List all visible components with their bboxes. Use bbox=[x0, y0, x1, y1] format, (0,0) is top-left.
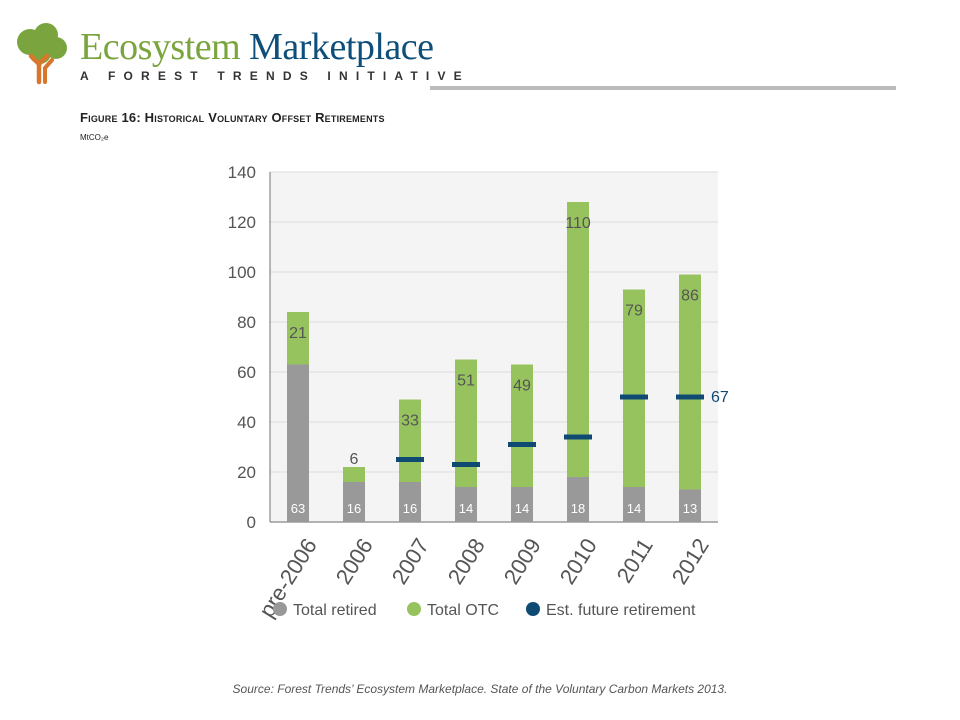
header: Ecosystem Marketplace A FOREST TRENDS IN… bbox=[0, 0, 960, 100]
data-label-retired: 16 bbox=[403, 501, 417, 516]
y-tick-label: 60 bbox=[237, 363, 256, 382]
bar-total-retired bbox=[679, 489, 701, 522]
bar-total-otc bbox=[511, 364, 533, 487]
source-note: Source: Forest Trends’ Ecosystem Marketp… bbox=[232, 682, 728, 696]
bar-total-retired bbox=[511, 487, 533, 522]
data-label-retired: 18 bbox=[571, 501, 585, 516]
data-label-retired: 13 bbox=[683, 501, 697, 516]
brand-name-part1: Ecosystem bbox=[80, 26, 241, 68]
bar-total-otc bbox=[567, 202, 589, 477]
legend-swatch bbox=[273, 602, 287, 616]
figure-title: Figure 16: Historical Voluntary Offset R… bbox=[80, 110, 385, 125]
data-label-otc: 110 bbox=[565, 215, 591, 232]
legend-label: Total OTC bbox=[427, 602, 499, 619]
bar-total-otc bbox=[623, 289, 645, 487]
bar-total-otc bbox=[679, 274, 701, 490]
y-tick-label: 120 bbox=[228, 213, 256, 232]
legend-label: Est. future retirement bbox=[546, 602, 696, 619]
chart: 0204060801001201406321pre-20061662006163… bbox=[228, 163, 729, 622]
brand-tagline: A FOREST TRENDS INITIATIVE bbox=[80, 69, 470, 83]
data-label-retired: 16 bbox=[347, 501, 361, 516]
bar-total-retired bbox=[343, 482, 365, 522]
header-divider bbox=[430, 86, 896, 90]
y-tick-label: 140 bbox=[228, 163, 256, 182]
y-tick-label: 20 bbox=[237, 463, 256, 482]
bar-total-retired bbox=[567, 477, 589, 522]
bar-total-otc bbox=[343, 467, 365, 482]
legend-swatch bbox=[407, 602, 421, 616]
marker-label: 67 bbox=[711, 389, 729, 406]
data-label-retired: 63 bbox=[291, 501, 305, 516]
y-tick-label: 0 bbox=[247, 513, 256, 532]
data-label-otc: 86 bbox=[681, 288, 699, 305]
data-label-otc: 51 bbox=[457, 373, 475, 390]
legend-swatch bbox=[526, 602, 540, 616]
bar-total-otc bbox=[455, 359, 477, 487]
bar-total-retired bbox=[623, 487, 645, 522]
y-tick-label: 80 bbox=[237, 313, 256, 332]
data-label-otc: 49 bbox=[513, 378, 531, 395]
data-label-otc: 79 bbox=[625, 303, 643, 320]
x-tick-label: 2007 bbox=[387, 534, 434, 589]
y-tick-label: 100 bbox=[228, 263, 256, 282]
legend-label: Total retired bbox=[293, 602, 377, 619]
data-label-otc: 33 bbox=[401, 413, 419, 430]
bar-total-otc bbox=[287, 312, 309, 365]
figure-unit: MtCO₂e bbox=[80, 133, 109, 142]
x-tick-label: 2008 bbox=[443, 534, 490, 589]
data-label-retired: 14 bbox=[627, 501, 641, 516]
y-tick-label: 40 bbox=[237, 413, 256, 432]
data-label-otc: 6 bbox=[350, 451, 359, 468]
x-tick-label: 2011 bbox=[612, 534, 658, 587]
data-label-retired: 14 bbox=[515, 501, 529, 516]
bar-total-retired bbox=[287, 364, 309, 522]
x-tick-label: 2006 bbox=[331, 534, 378, 589]
x-tick-label: 2010 bbox=[555, 534, 602, 589]
plot-area bbox=[270, 172, 718, 522]
brand-name: Ecosystem Marketplace bbox=[80, 24, 434, 70]
bar-total-retired bbox=[455, 487, 477, 522]
x-tick-label: 2012 bbox=[667, 534, 714, 589]
brand-name-part2: Marketplace bbox=[249, 26, 434, 68]
data-label-retired: 14 bbox=[459, 501, 473, 516]
tree-logo-icon bbox=[17, 23, 67, 85]
data-label-otc: 21 bbox=[289, 325, 307, 342]
x-tick-label: 2009 bbox=[499, 534, 546, 589]
bar-total-retired bbox=[399, 482, 421, 522]
